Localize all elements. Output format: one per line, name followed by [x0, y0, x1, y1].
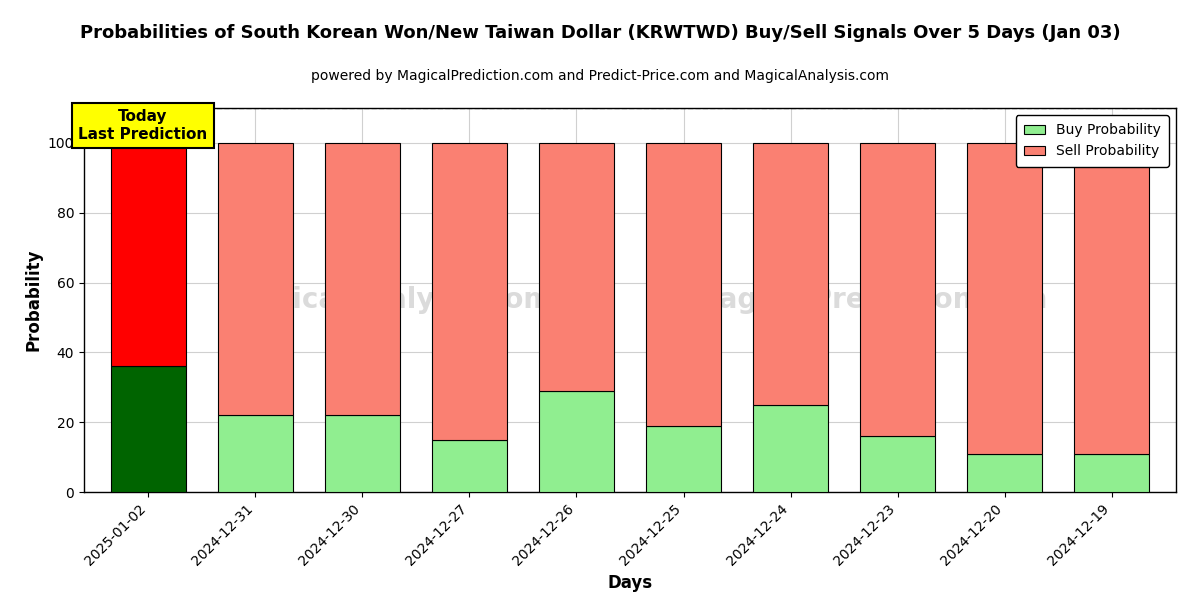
- Bar: [325, 415, 400, 492]
- Bar: [754, 405, 828, 492]
- Bar: [432, 143, 506, 440]
- Bar: [1074, 143, 1150, 454]
- Bar: [110, 143, 186, 367]
- X-axis label: Days: Days: [607, 574, 653, 592]
- Bar: [860, 143, 935, 436]
- Text: powered by MagicalPrediction.com and Predict-Price.com and MagicalAnalysis.com: powered by MagicalPrediction.com and Pre…: [311, 69, 889, 83]
- Bar: [325, 143, 400, 415]
- Text: MagicalAnalysis.com: MagicalAnalysis.com: [227, 286, 553, 314]
- Bar: [539, 391, 614, 492]
- Bar: [967, 143, 1042, 454]
- Bar: [860, 436, 935, 492]
- Bar: [218, 143, 293, 415]
- Bar: [432, 440, 506, 492]
- Bar: [1074, 454, 1150, 492]
- Bar: [539, 143, 614, 391]
- Bar: [754, 143, 828, 405]
- Bar: [646, 143, 721, 425]
- Legend: Buy Probability, Sell Probability: Buy Probability, Sell Probability: [1015, 115, 1169, 167]
- Y-axis label: Probability: Probability: [24, 249, 42, 351]
- Bar: [110, 367, 186, 492]
- Bar: [218, 415, 293, 492]
- Text: MagicalPrediction.com: MagicalPrediction.com: [692, 286, 1049, 314]
- Text: Today
Last Prediction: Today Last Prediction: [78, 109, 208, 142]
- Text: Probabilities of South Korean Won/New Taiwan Dollar (KRWTWD) Buy/Sell Signals Ov: Probabilities of South Korean Won/New Ta…: [79, 24, 1121, 42]
- Bar: [967, 454, 1042, 492]
- Bar: [646, 425, 721, 492]
